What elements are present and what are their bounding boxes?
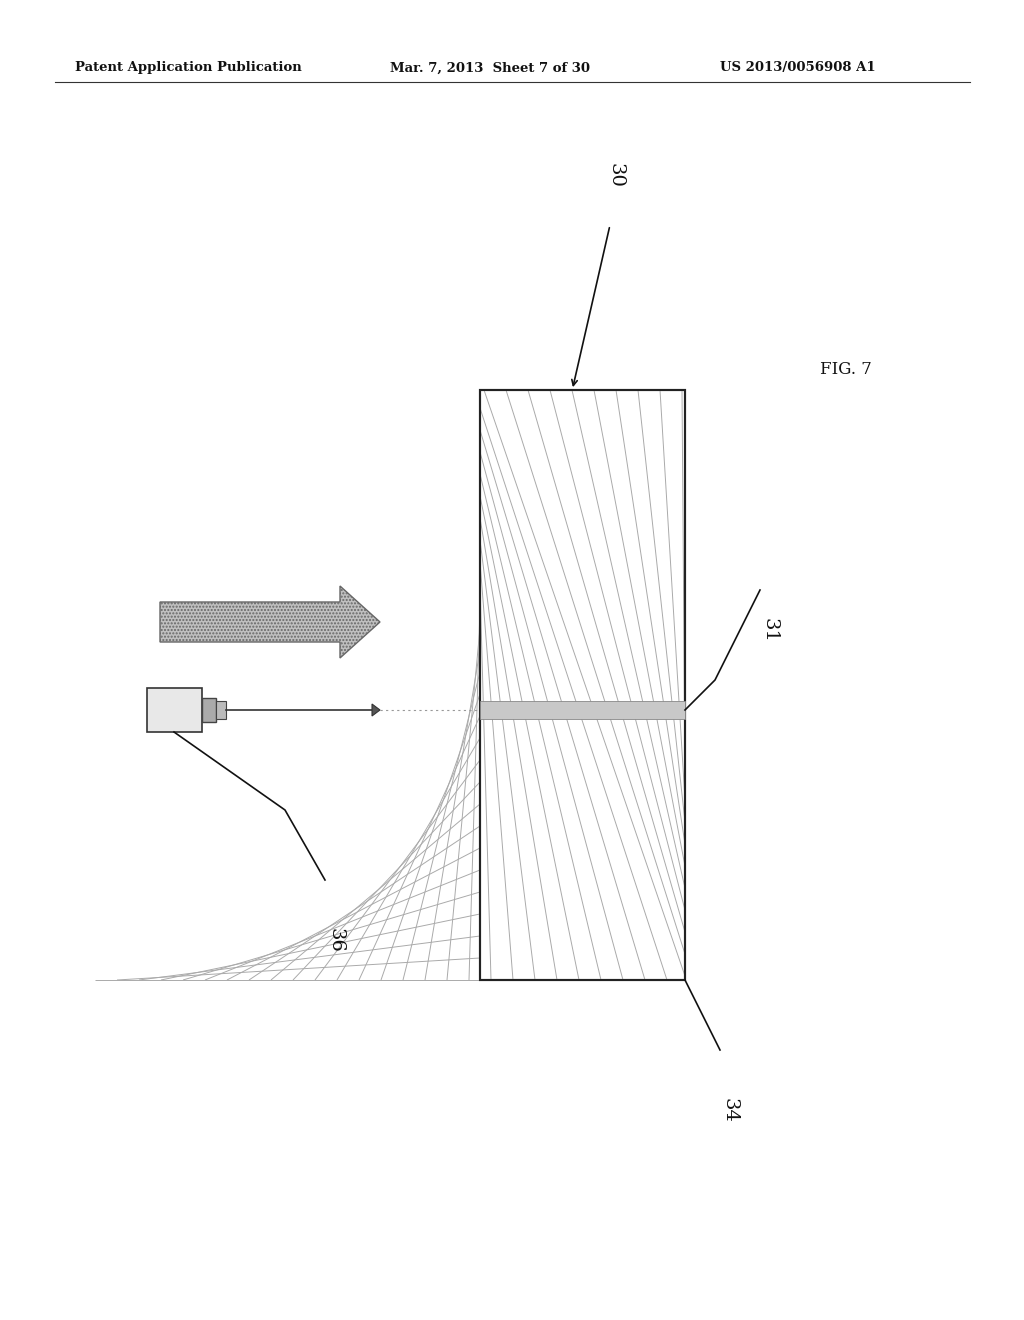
Text: FIG. 7: FIG. 7 <box>820 362 871 379</box>
Text: 31: 31 <box>761 618 779 643</box>
Text: 36: 36 <box>326 928 344 953</box>
Bar <box>480 389 685 979</box>
Text: 34: 34 <box>721 1097 739 1122</box>
Text: Mar. 7, 2013  Sheet 7 of 30: Mar. 7, 2013 Sheet 7 of 30 <box>390 62 590 74</box>
Text: Patent Application Publication: Patent Application Publication <box>75 62 302 74</box>
Polygon shape <box>372 704 380 715</box>
Text: US 2013/0056908 A1: US 2013/0056908 A1 <box>720 62 876 74</box>
Bar <box>202 698 216 722</box>
Bar <box>480 701 685 719</box>
Polygon shape <box>160 586 380 657</box>
Bar <box>480 389 685 979</box>
Bar <box>216 701 226 719</box>
Bar <box>147 688 202 733</box>
Text: 30: 30 <box>606 162 624 187</box>
